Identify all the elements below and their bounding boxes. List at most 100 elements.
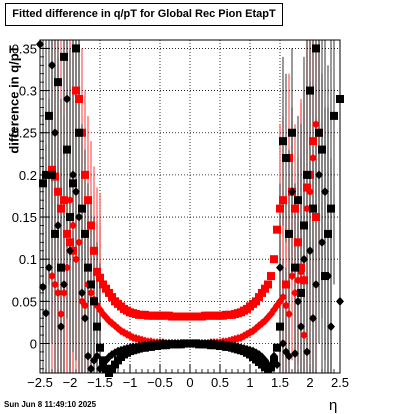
data-point-square — [252, 297, 260, 306]
data-point-square — [279, 196, 287, 205]
data-point-diamond — [294, 296, 302, 306]
data-point-square — [75, 128, 83, 137]
data-point-square — [303, 170, 311, 179]
data-point-square — [60, 196, 68, 205]
data-point-square — [294, 196, 302, 205]
data-point-square — [93, 267, 101, 276]
y-tick-label: 0.2 — [19, 168, 37, 183]
data-point-square — [279, 137, 287, 146]
data-point-square — [90, 246, 98, 255]
data-point-diamond — [78, 288, 86, 298]
data-point-square — [285, 229, 293, 238]
data-point-square — [330, 111, 338, 120]
data-point-diamond — [303, 347, 311, 357]
data-point-square — [81, 229, 89, 238]
data-point-square — [87, 221, 95, 230]
data-point-diamond — [318, 237, 326, 247]
data-point-square — [48, 170, 56, 179]
x-tick-label: −2.5 — [27, 375, 53, 390]
data-point-square — [288, 128, 296, 137]
data-point-diamond — [294, 275, 302, 285]
y-tick-label: 0.15 — [12, 210, 37, 225]
x-axis-ticks: −2.5 −2 −1.5 −1 −0.5 0 0.5 1 1.5 2 2.5 — [27, 364, 349, 390]
data-point-square — [324, 229, 332, 238]
data-point-diamond — [315, 170, 323, 180]
data-point-square — [69, 179, 77, 188]
data-point-square — [291, 263, 299, 272]
x-axis-label: η — [329, 397, 338, 414]
y-tick-label: 0.05 — [12, 294, 37, 309]
data-point-square — [306, 86, 314, 95]
data-point-square — [60, 52, 68, 61]
data-point-diamond — [57, 322, 65, 332]
y-axis-label: difference in q/pT — [6, 45, 22, 154]
data-point-square — [261, 284, 269, 293]
data-point-diamond — [288, 187, 296, 197]
data-point-square — [276, 322, 284, 331]
y-tick-label: 0.1 — [19, 252, 37, 267]
data-point-diamond — [60, 288, 68, 298]
data-point-square — [96, 273, 104, 282]
data-point-diamond — [75, 237, 83, 247]
x-tick-label: −0.5 — [147, 375, 173, 390]
data-point-diamond — [87, 364, 95, 374]
data-point-diamond — [51, 128, 59, 138]
data-point-diamond — [84, 351, 92, 361]
data-point-square — [270, 255, 278, 264]
data-point-diamond — [321, 187, 329, 197]
x-tick-label: 1.5 — [271, 375, 289, 390]
data-point-diamond — [48, 60, 56, 70]
data-markers — [36, 39, 344, 377]
data-point-square — [57, 204, 65, 213]
data-point-diamond — [75, 212, 83, 222]
data-point-square — [312, 44, 320, 53]
data-point-diamond — [60, 279, 68, 289]
data-point-diamond — [48, 271, 56, 281]
data-point-diamond — [72, 187, 80, 197]
data-point-square — [90, 297, 98, 306]
data-point-square — [276, 204, 284, 213]
data-point-square — [309, 204, 317, 213]
data-point-diamond — [66, 246, 74, 256]
data-point-square — [66, 238, 74, 247]
data-point-square — [255, 293, 263, 302]
y-tick-label: 0 — [30, 336, 37, 351]
data-point-diamond — [42, 308, 50, 318]
data-point-square — [72, 44, 80, 53]
x-tick-label: 1 — [246, 375, 253, 390]
data-point-square — [54, 187, 62, 196]
data-point-square — [72, 86, 80, 95]
data-point-square — [264, 280, 272, 289]
data-point-square — [63, 145, 71, 154]
data-point-diamond — [285, 351, 293, 361]
data-point-diamond — [54, 220, 62, 230]
data-point-square — [300, 221, 308, 230]
data-point-square — [51, 229, 59, 238]
data-point-square — [93, 322, 101, 331]
x-tick-label: −1 — [123, 375, 138, 390]
data-point-square — [48, 165, 56, 174]
data-point-square — [102, 284, 110, 293]
data-point-square — [270, 356, 278, 365]
x-tick-label: 0 — [186, 375, 193, 390]
data-point-square — [84, 263, 92, 272]
data-point-diamond — [81, 301, 89, 311]
data-point-square — [312, 213, 320, 222]
data-point-diamond — [306, 187, 314, 197]
data-point-square — [105, 288, 113, 297]
data-point-diamond — [45, 263, 53, 273]
data-point-diamond — [57, 309, 65, 319]
data-point-diamond — [291, 349, 299, 359]
data-point-square — [318, 145, 326, 154]
data-point-diamond — [51, 279, 59, 289]
data-point-diamond — [63, 94, 71, 104]
chart-title: Fitted difference in q/pT for Global Rec… — [5, 3, 283, 26]
x-tick-label: 2.5 — [331, 375, 349, 390]
data-point-square — [282, 280, 290, 289]
data-point-square — [84, 196, 92, 205]
data-point-diamond — [279, 292, 287, 302]
data-point-diamond — [312, 279, 320, 289]
data-point-square — [111, 360, 119, 369]
